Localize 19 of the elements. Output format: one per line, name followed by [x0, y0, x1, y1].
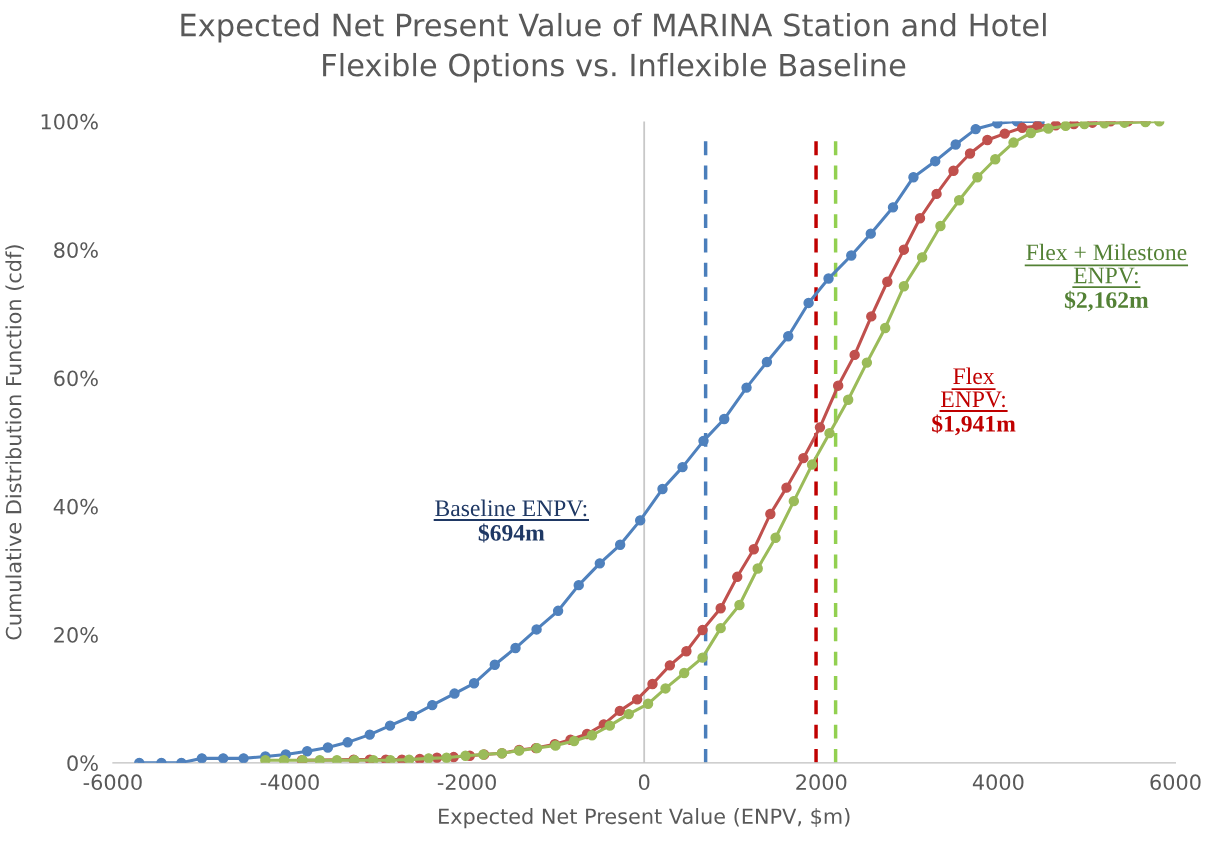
y-tick-label: 60% — [54, 370, 98, 387]
y-tick-label: 40% — [53, 498, 98, 515]
x-tick-label: 6000 — [1150, 774, 1201, 791]
chart-title: Expected Net Present Value of MARINA Station and Hotel Flexible Options vs. Inflexible Baseline — [181, 12, 1046, 83]
annotation: Flex + Milestone ENPV: $2,162m — [1026, 243, 1187, 312]
x-tick-label: -6000 — [83, 774, 142, 791]
x-tick-label: 0 — [638, 774, 650, 791]
x-tick-label: 2000 — [796, 774, 847, 791]
y-tick-label: 20% — [54, 627, 98, 643]
annotation: Flex ENPV: $1,941m — [932, 367, 1016, 436]
x-tick-label: -2000 — [437, 774, 496, 791]
x-tick-label: -4000 — [260, 774, 319, 791]
y-axis-title: Cumulative Distribution Function (cdf) — [5, 245, 24, 640]
y-tick-label: 80% — [54, 242, 98, 258]
y-tick-label: 0% — [67, 755, 98, 772]
y-tick-label: 100% — [41, 113, 98, 130]
x-tick-label: 4000 — [972, 774, 1024, 791]
annotation: Baseline ENPV: $694m — [435, 499, 587, 543]
x-axis-title: Expected Net Present Value (ENPV, $m) — [439, 808, 850, 829]
